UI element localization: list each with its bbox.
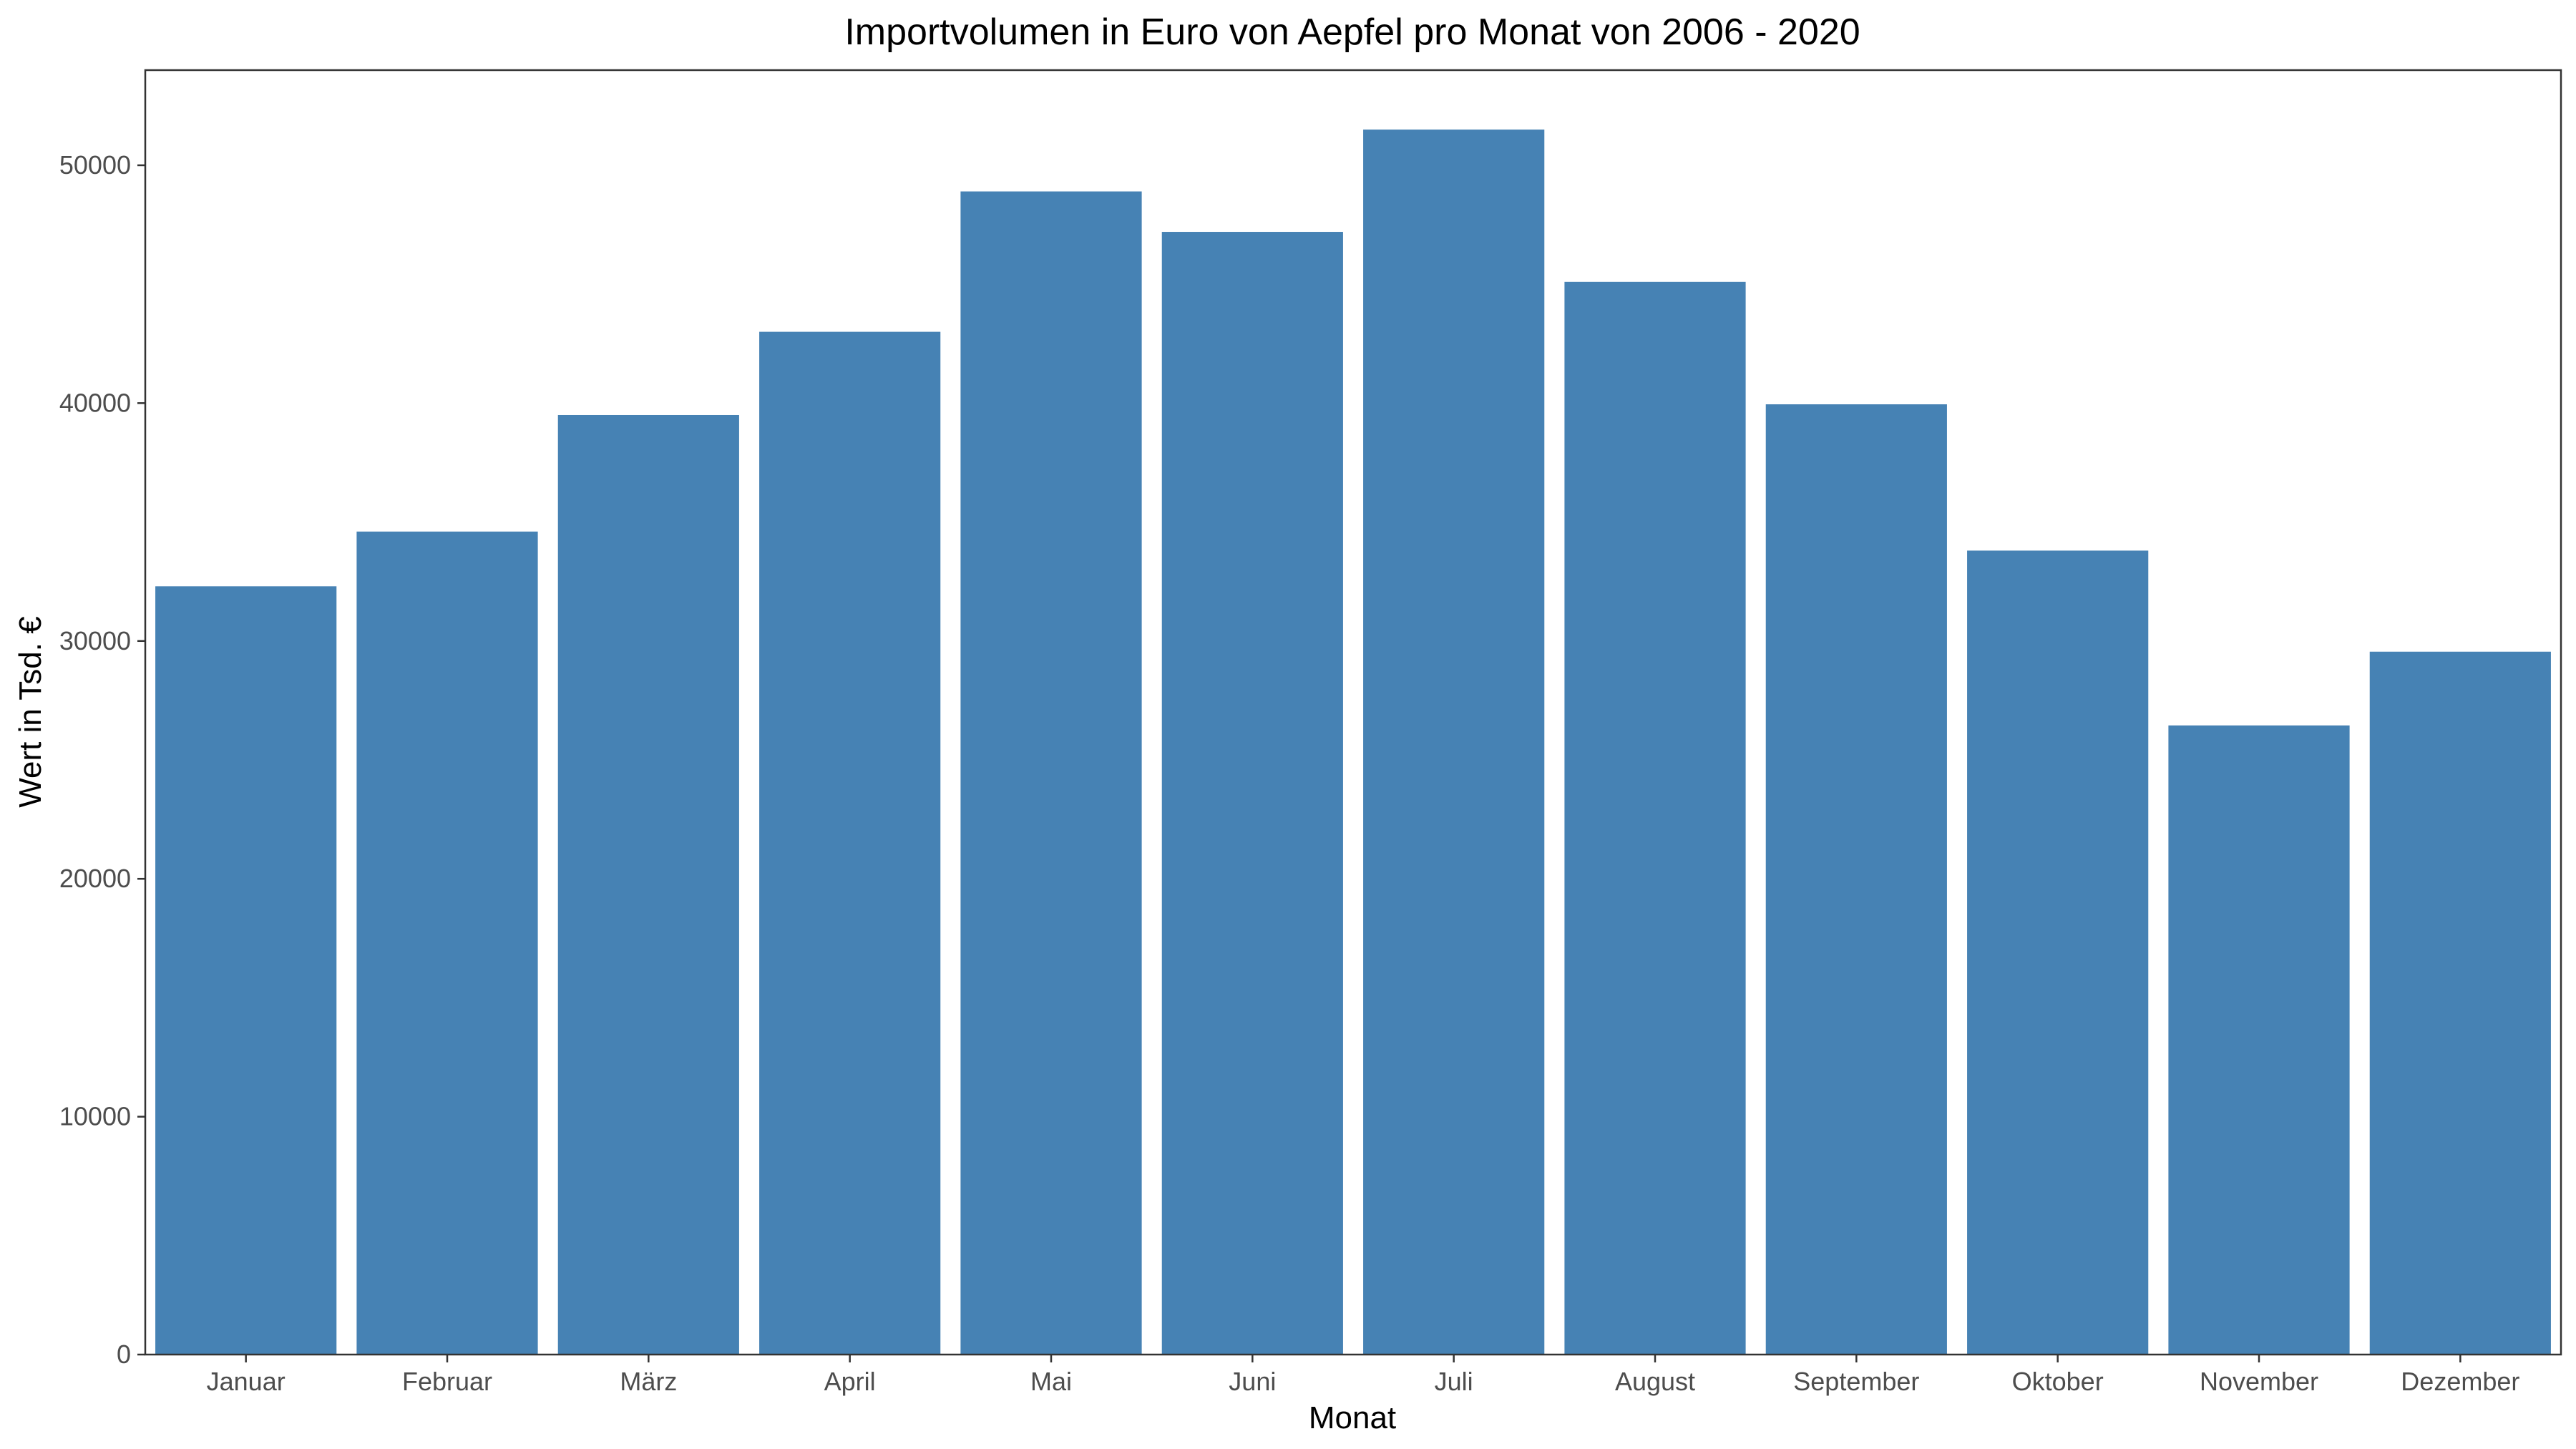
y-axis-title: Wert in Tsd. €	[13, 616, 48, 807]
y-tick-label: 0	[117, 1340, 131, 1369]
x-tick-label: Mai	[1030, 1367, 1072, 1396]
bar-mai	[960, 191, 1142, 1355]
bar-april	[759, 331, 941, 1355]
bar-dezember	[2369, 651, 2551, 1355]
bar-juli	[1363, 130, 1545, 1355]
x-tick-label: Januar	[207, 1367, 286, 1396]
bar-august	[1564, 281, 1746, 1355]
x-tick-label: Juni	[1229, 1367, 1276, 1396]
bar-november	[2168, 725, 2350, 1355]
y-axis: 0 10000 20000 30000 40000 50000	[59, 150, 145, 1369]
x-tick-label: März	[620, 1367, 677, 1396]
bar-oktober	[1967, 550, 2149, 1355]
bar-februar	[356, 531, 538, 1355]
x-tick-label: Dezember	[2401, 1367, 2519, 1396]
x-tick-label: August	[1615, 1367, 1695, 1396]
y-tick-label: 40000	[59, 388, 131, 417]
y-tick-label: 30000	[59, 626, 131, 655]
y-tick-label: 20000	[59, 864, 131, 893]
plot-frame	[144, 69, 2562, 1356]
x-tick-label: Oktober	[2012, 1367, 2104, 1396]
bar-märz	[557, 414, 739, 1355]
bar-januar	[155, 586, 337, 1355]
x-axis: Januar Februar März April Mai Juni Juli August S…	[207, 1355, 2519, 1396]
x-tick-label: Februar	[402, 1367, 492, 1396]
x-axis-title: Monat	[1309, 1400, 1396, 1435]
y-tick-label: 50000	[59, 150, 131, 180]
x-tick-label: September	[1793, 1367, 1919, 1396]
chart-title: Importvolumen in Euro von Aepfel pro Mon…	[844, 11, 1860, 53]
bars-layer	[155, 130, 2551, 1355]
x-tick-label: November	[2200, 1367, 2318, 1396]
y-tick-label: 10000	[59, 1102, 131, 1131]
bar-juni	[1161, 232, 1343, 1355]
bar-september	[1765, 404, 1947, 1355]
x-tick-label: Juli	[1435, 1367, 1473, 1396]
x-tick-label: April	[824, 1367, 876, 1396]
